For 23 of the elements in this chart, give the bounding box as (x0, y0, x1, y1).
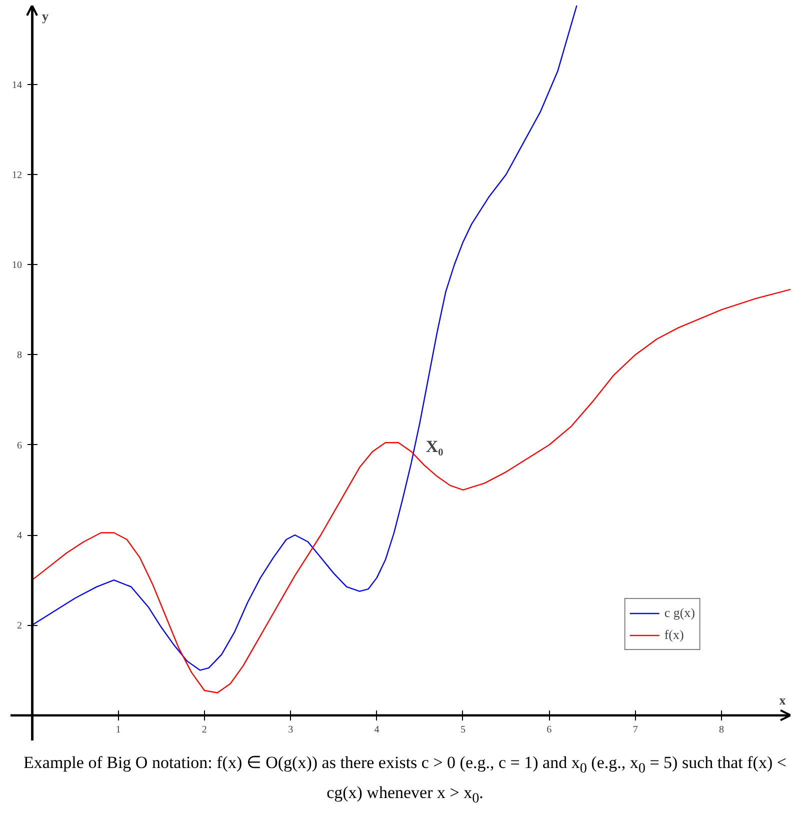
x-axis-title: x (779, 692, 786, 708)
line-series (31, 288, 790, 694)
x-tick-label: 1 (116, 724, 121, 736)
legend-label: c g(x) (664, 605, 695, 621)
annotation: X₀ (426, 437, 444, 456)
x-tick-label: 2 (202, 724, 207, 736)
y-tick-label: 10 (12, 260, 22, 272)
legend-label: f(x) (664, 627, 684, 643)
x-tick-label: 7 (632, 724, 638, 736)
x-tick-label: 3 (288, 724, 294, 736)
y-tick-label: 6 (17, 440, 22, 452)
x-tick-label: 4 (374, 724, 380, 736)
line-series (31, 6, 578, 671)
y-tick-label: 4 (17, 530, 22, 542)
x-tick-label: 8 (719, 724, 724, 736)
y-tick-label: 14 (12, 80, 22, 91)
text: Example of Big O notation: f(x) ∈ O(g(x)) as there exists c > 0 (e.g., c = 1) and x$_{0}$ (e.g., x$_{0}$ = 5) such that f(x) < cg(x) whenever x > x$_{0}$. (24, 753, 786, 806)
y-tick-label: 2 (17, 620, 22, 632)
y-tick-label: 8 (17, 350, 22, 362)
y-axis-title: y (42, 8, 50, 24)
x-tick-label: 5 (460, 724, 466, 736)
y-tick-label: 12 (12, 170, 22, 181)
x-tick-label: 6 (546, 724, 552, 736)
